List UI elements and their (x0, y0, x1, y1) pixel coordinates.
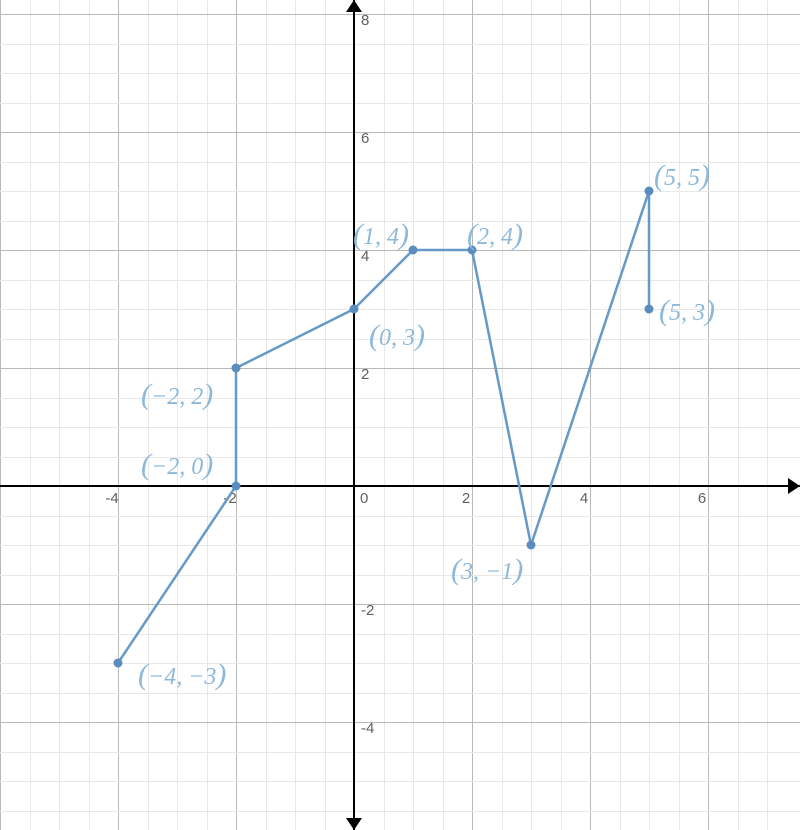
plot-svg (0, 0, 800, 830)
point-label: (−4, −3) (138, 658, 226, 692)
coordinate-chart: -4-20246-4-22468(−4, −3)(−2, 0)(−2, 2)(0… (0, 0, 800, 830)
point-label: (2, 4) (467, 218, 523, 252)
data-point (232, 364, 241, 373)
point-label: (1, 4) (353, 218, 409, 252)
data-point (409, 246, 418, 255)
data-point (645, 305, 654, 314)
data-point (232, 482, 241, 491)
line-segment (354, 250, 413, 309)
data-point (114, 659, 123, 668)
point-label: (−2, 2) (141, 378, 213, 412)
line-segment (118, 486, 236, 663)
line-segment (236, 309, 354, 368)
data-point (645, 187, 654, 196)
point-label: (3, −1) (451, 553, 523, 587)
line-segment (531, 191, 649, 545)
line-segment (472, 250, 531, 545)
point-label: (5, 3) (659, 294, 715, 328)
data-point (527, 541, 536, 550)
point-label: (0, 3) (369, 319, 425, 353)
point-label: (−2, 0) (141, 448, 213, 482)
data-point (350, 305, 359, 314)
point-label: (5, 5) (654, 159, 710, 193)
